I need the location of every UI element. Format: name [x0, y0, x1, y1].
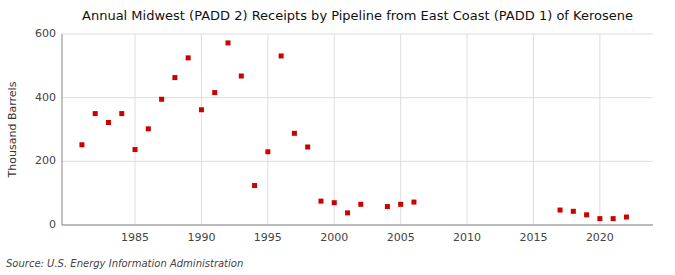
point [79, 142, 84, 147]
y-tick-label: 400 [35, 91, 56, 104]
point [318, 199, 323, 204]
point [624, 215, 629, 220]
point [385, 204, 390, 209]
x-grid-line [599, 34, 600, 225]
source-note: Source: U.S. Energy Information Administ… [6, 258, 243, 269]
point [584, 212, 589, 217]
y-tick-label: 600 [35, 27, 56, 40]
x-grid-line [334, 34, 335, 225]
point [345, 210, 350, 215]
y-grid-line [62, 97, 653, 98]
point [146, 126, 151, 131]
point [133, 147, 138, 152]
point [279, 53, 284, 58]
point [611, 216, 616, 221]
point [332, 200, 337, 205]
point [172, 75, 177, 80]
x-tick-label: 2010 [453, 231, 481, 244]
point [93, 111, 98, 116]
y-grid-line [62, 225, 653, 226]
point [558, 208, 563, 213]
point [358, 202, 363, 207]
point [186, 55, 191, 60]
x-grid-line [135, 34, 136, 225]
point [597, 216, 602, 221]
point [265, 149, 270, 154]
x-tick-label: 1990 [187, 231, 215, 244]
y-tick-label: 0 [49, 218, 56, 231]
x-tick-label: 1985 [121, 231, 149, 244]
x-grid-line [201, 34, 202, 225]
x-tick-label: 2000 [320, 231, 348, 244]
point [252, 183, 257, 188]
point [305, 145, 310, 150]
point [239, 74, 244, 79]
point [226, 40, 231, 45]
point [106, 120, 111, 125]
y-axis-line [62, 34, 63, 225]
x-axis-line [62, 225, 653, 226]
point [411, 200, 416, 205]
point [571, 209, 576, 214]
point [398, 202, 403, 207]
x-grid-line [400, 34, 401, 225]
points [79, 40, 629, 221]
x-grid-line [533, 34, 534, 225]
chart: 0 200 400 600 1985 1990 1995 2000 2005 2010 2015 20… [0, 0, 675, 275]
x-tick-label: 2015 [519, 231, 547, 244]
x-grid-line [267, 34, 268, 225]
y-axis-label: Thousand Barrels [6, 81, 19, 178]
x-tick-label: 1995 [254, 231, 282, 244]
point [119, 111, 124, 116]
y-grid-line [62, 34, 653, 35]
x-tick-label: 2005 [387, 231, 415, 244]
point [199, 107, 204, 112]
axes: 0 200 400 600 1985 1990 1995 2000 2005 2010 2015 20… [35, 27, 653, 244]
point [159, 97, 164, 102]
title: Annual Midwest (PADD 2) Receipts by Pipe… [82, 8, 633, 23]
x-grid-line [467, 34, 468, 225]
grid [62, 34, 653, 225]
y-tick-label: 200 [35, 154, 56, 167]
y-grid-line [62, 161, 653, 162]
x-tick-label: 2020 [586, 231, 614, 244]
point [212, 90, 217, 95]
point [292, 131, 297, 136]
